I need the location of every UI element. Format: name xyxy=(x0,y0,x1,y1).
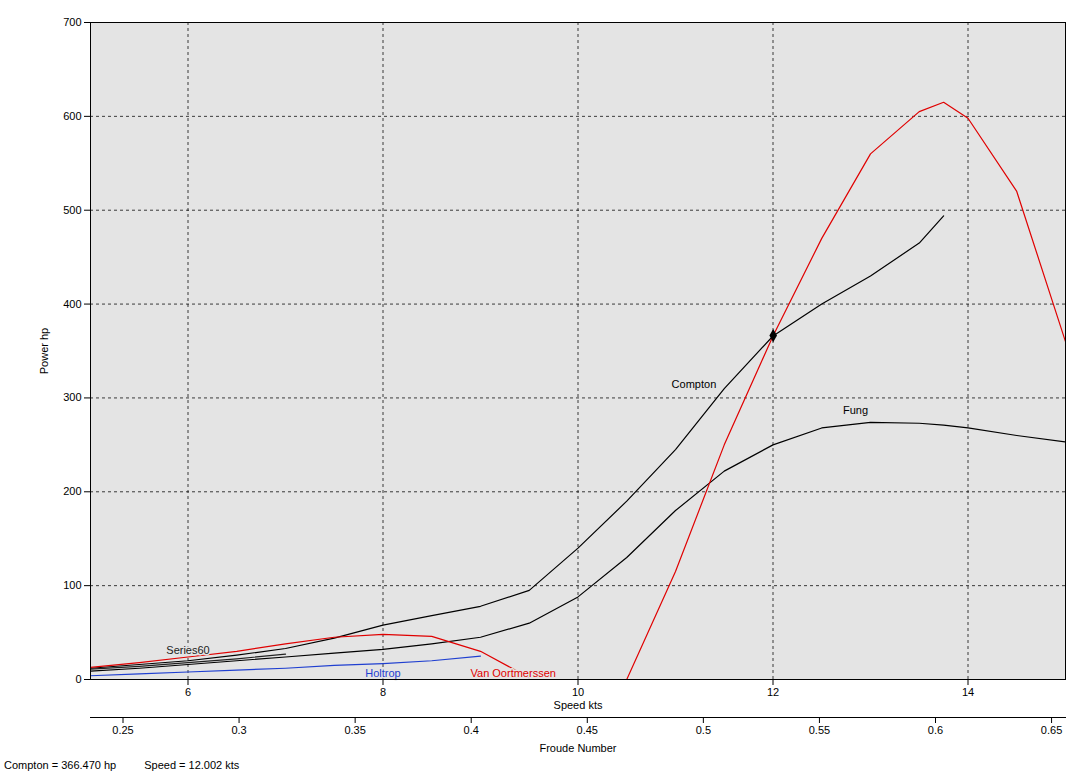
svg-text:500: 500 xyxy=(63,204,81,216)
svg-text:0.5: 0.5 xyxy=(696,724,711,736)
svg-text:400: 400 xyxy=(63,298,81,310)
svg-text:0.45: 0.45 xyxy=(577,724,598,736)
svg-text:Power hp: Power hp xyxy=(38,328,50,374)
svg-text:0.65: 0.65 xyxy=(1041,724,1062,736)
svg-text:Van Oortmerssen: Van Oortmerssen xyxy=(471,667,556,679)
svg-text:0.3: 0.3 xyxy=(231,724,246,736)
svg-text:0: 0 xyxy=(75,673,81,685)
svg-text:12: 12 xyxy=(767,686,779,698)
svg-text:0.35: 0.35 xyxy=(344,724,365,736)
svg-text:200: 200 xyxy=(63,485,81,497)
svg-text:8: 8 xyxy=(380,686,386,698)
html-text:Speed = 12.002 kts: Speed = 12.002 kts xyxy=(144,759,240,771)
svg-text:700: 700 xyxy=(63,16,81,28)
svg-text:14: 14 xyxy=(962,686,974,698)
svg-text:Fung: Fung xyxy=(843,404,868,416)
svg-text:0.4: 0.4 xyxy=(464,724,479,736)
svg-text:Holtrop: Holtrop xyxy=(365,667,400,679)
svg-text:0.55: 0.55 xyxy=(809,724,830,736)
svg-text:0.25: 0.25 xyxy=(112,724,133,736)
svg-text:10: 10 xyxy=(572,686,584,698)
svg-text:0.6: 0.6 xyxy=(928,724,943,736)
svg-text:Series60: Series60 xyxy=(166,644,209,656)
svg-text:300: 300 xyxy=(63,391,81,403)
svg-text:600: 600 xyxy=(63,110,81,122)
svg-text:Compton: Compton xyxy=(672,378,717,390)
svg-text:Froude Number: Froude Number xyxy=(539,742,616,754)
html-text:Compton = 366.470 hp: Compton = 366.470 hp xyxy=(4,759,117,771)
svg-text:100: 100 xyxy=(63,579,81,591)
svg-text:Speed kts: Speed kts xyxy=(554,699,603,711)
svg-text:6: 6 xyxy=(185,686,191,698)
